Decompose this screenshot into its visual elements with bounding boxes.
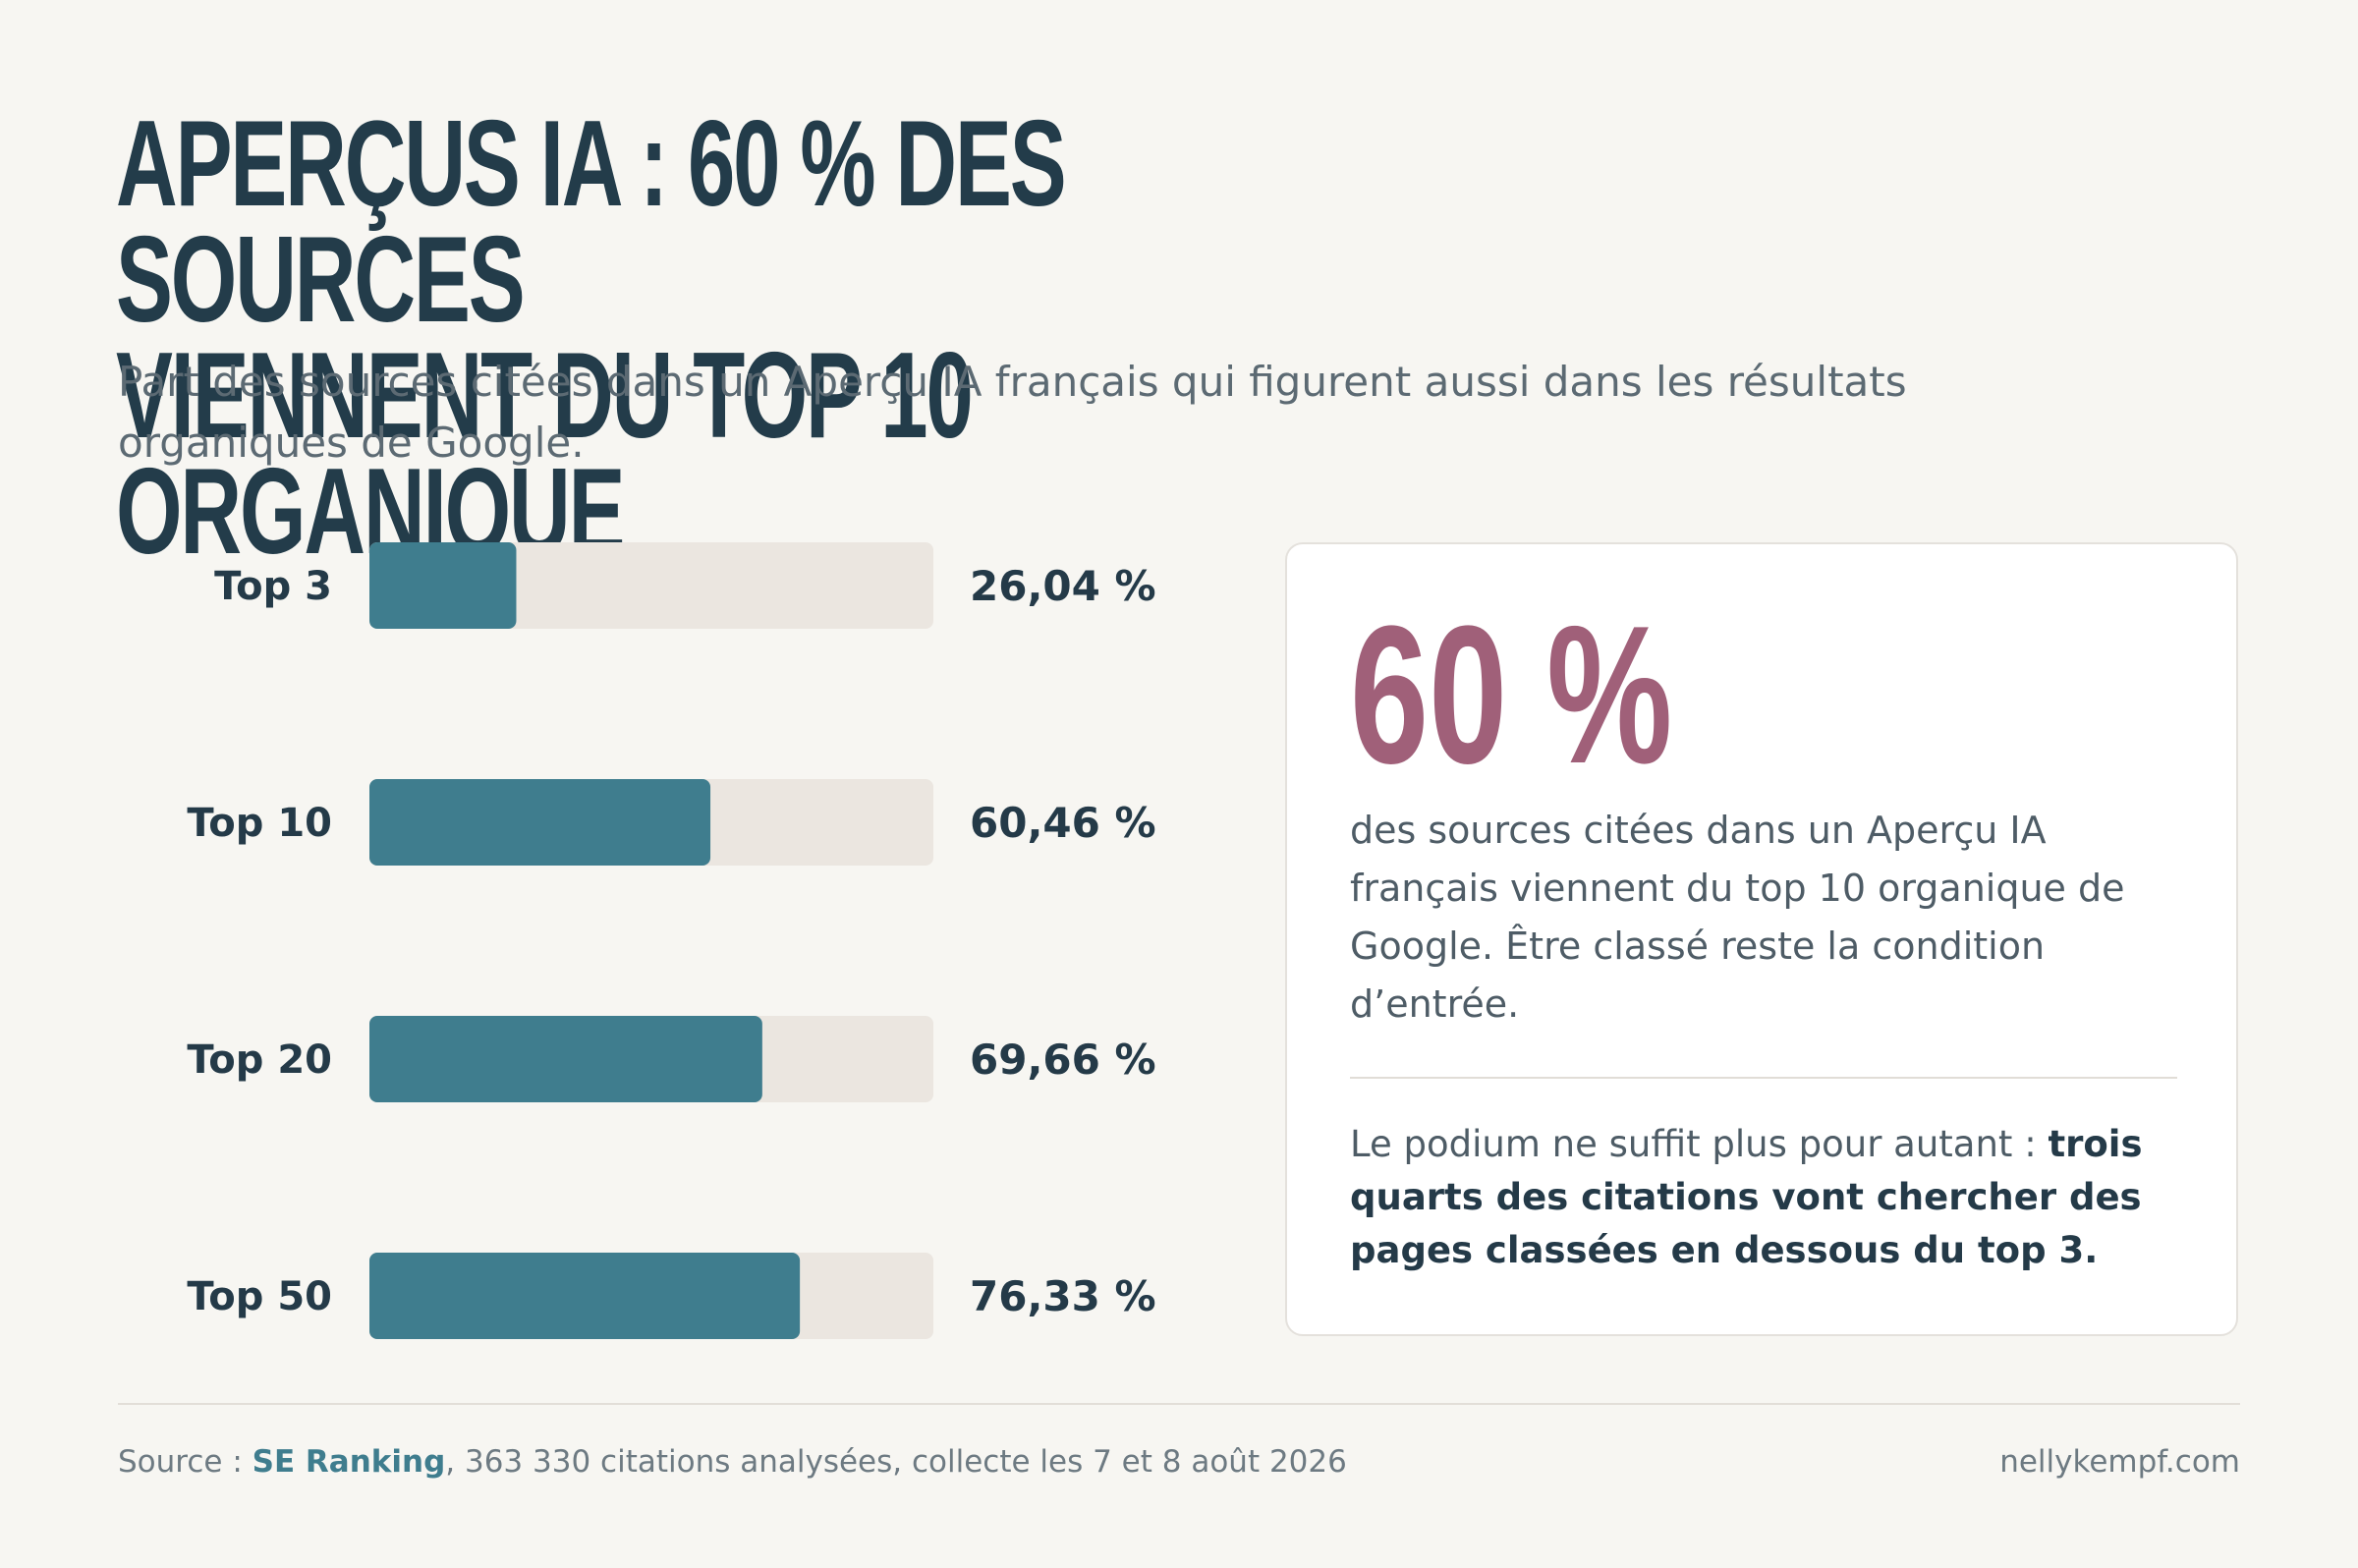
bar-top-20: [369, 1016, 762, 1102]
source-link[interactable]: SE Ranking: [252, 1444, 446, 1480]
site-credit: nellykempf.com: [1999, 1444, 2240, 1480]
page-title: APERÇUS IA : 60 % DES SOURCES VIENNENT D…: [116, 103, 1285, 573]
bar-top-10: [369, 779, 711, 866]
source-credit: Source : SE Ranking, 363 330 citations a…: [118, 1440, 1347, 1484]
category-label-top-10: Top 10: [187, 801, 332, 846]
value-label-top-10: 60,46 %: [970, 799, 1156, 847]
page-subtitle: Part des sources citées dans un Aperçu I…: [118, 358, 1907, 467]
big-stat-value: 60 %: [1350, 586, 1673, 805]
stat-note: Le podium ne suffit plus pour autant : t…: [1350, 1118, 2195, 1277]
value-label-top-50: 76,33 %: [970, 1272, 1156, 1320]
source-prefix: Source :: [118, 1444, 253, 1480]
stat-note-plain: Le podium ne suffit plus pour autant :: [1350, 1123, 2049, 1165]
key-stat-card: 60 % des sources citées dans un Aperçu I…: [1285, 542, 2238, 1336]
bar-chart: Top 3 26,04 % Top 10 60,46 % Top 20 69,66 % To…: [187, 542, 1156, 1339]
source-details: , 363 330 citations analysées, collecte …: [445, 1444, 1347, 1480]
category-label-top-50: Top 50: [187, 1274, 332, 1319]
stat-note-emphasis: trois quarts des citations vont chercher…: [1350, 1123, 2143, 1271]
stat-description: des sources citées dans un Aperçu IA fra…: [1350, 809, 2125, 1026]
category-label-top-3: Top 3: [214, 564, 332, 609]
bar-top-3: [369, 542, 517, 629]
title-line-1: APERÇUS IA : 60 % DES SOURCES: [116, 96, 1067, 348]
card-divider: [1350, 1077, 2177, 1079]
value-label-top-3: 26,04 %: [970, 562, 1156, 610]
category-label-top-20: Top 20: [187, 1037, 332, 1083]
footer-divider: [118, 1403, 2240, 1405]
value-label-top-20: 69,66 %: [970, 1036, 1156, 1084]
bar-top-50: [369, 1253, 801, 1339]
